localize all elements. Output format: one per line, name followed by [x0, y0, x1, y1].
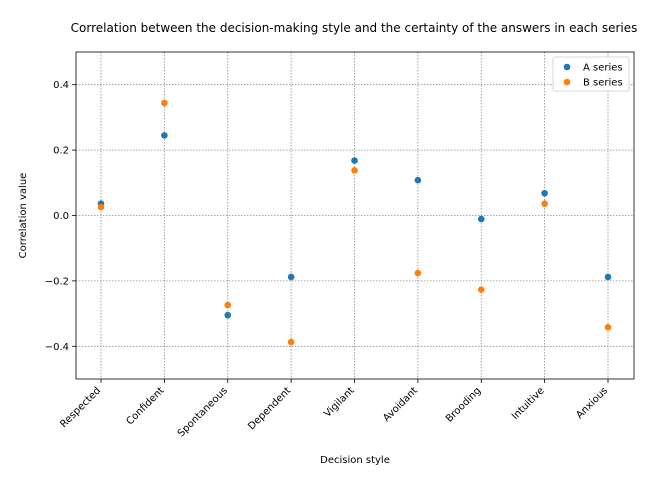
legend-label: A series	[583, 63, 623, 74]
legend-marker	[563, 63, 571, 71]
y-tick-label: 0.2	[53, 146, 69, 157]
x-tick-label: Brooding	[444, 385, 483, 424]
data-point-series-1	[161, 132, 168, 139]
axis-ticks: Respected Confident Spontaneous Dependent Vi…	[45, 80, 610, 439]
x-tick-label: Anxious	[574, 385, 610, 421]
data-point-series-2	[477, 286, 485, 294]
data-point-series-2	[604, 324, 612, 331]
data-point-series-2	[287, 338, 295, 346]
x-axis-label: Decision style	[320, 455, 390, 466]
data-point-series-1	[224, 311, 232, 319]
data-point-series-1	[477, 215, 485, 223]
x-tick-label: Intuitive	[510, 385, 547, 422]
data-point-series-1	[541, 189, 548, 197]
data-point-series-2	[351, 167, 358, 174]
x-tick-label: Spontaneous	[176, 385, 230, 439]
y-tick-label: 0.4	[53, 80, 69, 91]
data-point-series-2	[414, 269, 422, 277]
y-tick-label: 0.0	[53, 211, 69, 222]
data-point-series-2	[161, 99, 168, 107]
y-tick-label: −0.4	[45, 342, 69, 353]
data-point-series-2	[541, 200, 548, 208]
x-tick-label: Avoidant	[381, 385, 420, 424]
data-point-series-1	[287, 273, 295, 281]
y-axis-label: Correlation value	[18, 173, 29, 259]
data-points	[97, 99, 612, 346]
x-tick-label: Respected	[58, 385, 103, 430]
x-tick-label: Confident	[124, 385, 166, 427]
data-point-series-1	[351, 157, 358, 164]
legend-box	[552, 56, 630, 92]
legend: A series B series	[552, 56, 630, 92]
y-tick-label: −0.2	[45, 276, 69, 287]
x-tick-label: Dependent	[246, 385, 293, 432]
data-point-series-1	[414, 176, 422, 184]
chart-title: Correlation between the decision-making …	[71, 21, 638, 35]
x-tick-label: Vigilant	[322, 385, 356, 419]
data-point-series-1	[604, 273, 612, 281]
data-point-series-2	[97, 203, 105, 211]
grid	[76, 52, 634, 379]
data-point-series-2	[224, 301, 232, 309]
legend-label: B series	[583, 78, 623, 89]
legend-marker	[563, 78, 571, 86]
